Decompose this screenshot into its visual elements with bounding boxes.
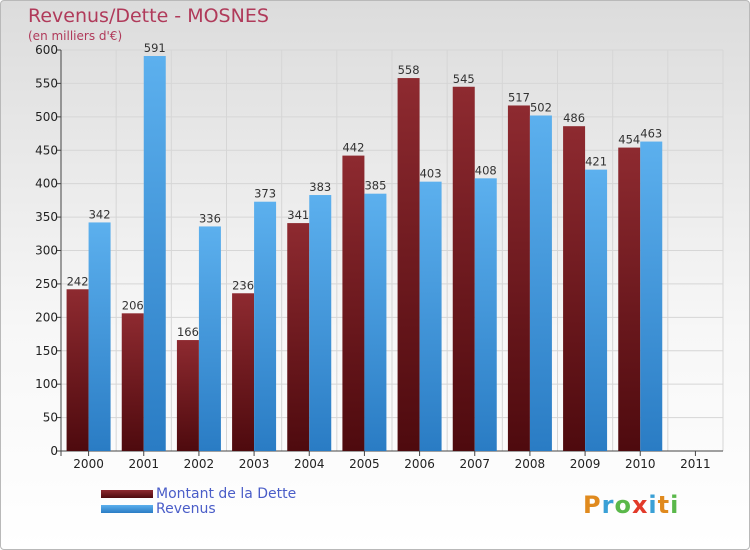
y-tick-label: 500: [35, 110, 58, 124]
x-tick-label: 2000: [73, 457, 104, 471]
y-tick-label: 450: [35, 143, 58, 157]
data-label: 236: [232, 278, 254, 292]
y-tick-label: 600: [35, 43, 58, 57]
y-tick-label: 300: [35, 244, 58, 258]
bar-dette: [618, 147, 641, 451]
legend: Montant de la Dette Revenus: [101, 485, 297, 517]
x-tick-label: 2002: [184, 457, 215, 471]
bar-dette: [397, 78, 420, 451]
x-tick-label: 2006: [404, 457, 435, 471]
data-label: 166: [177, 325, 199, 339]
logo-letter: o: [614, 491, 632, 519]
x-tick-label: 2009: [570, 457, 601, 471]
data-label: 421: [585, 155, 607, 169]
data-label: 463: [640, 127, 662, 141]
data-label: 517: [508, 90, 530, 104]
bar-revenus: [88, 222, 111, 451]
data-label: 502: [530, 100, 552, 114]
legend-item-revenus: Revenus: [101, 500, 296, 517]
x-tick-label: 2001: [128, 457, 159, 471]
y-tick-label: 250: [35, 277, 58, 291]
data-label: 385: [364, 179, 386, 193]
data-label: 403: [420, 167, 442, 181]
y-tick-label: 50: [43, 411, 58, 425]
data-label: 336: [199, 211, 221, 225]
data-label: 373: [254, 187, 276, 201]
labels-layer: 0 50 100 150 200 250 300 350 400 450 500 550 600 2000…: [35, 41, 711, 471]
x-tick-label: 2011: [680, 457, 711, 471]
legend-label-revenus: Revenus: [156, 500, 216, 517]
y-tick-label: 0: [50, 444, 58, 458]
x-tick-label: 2008: [515, 457, 546, 471]
x-tick-label: 2007: [459, 457, 490, 471]
chart-subtitle: (en milliers d'€): [28, 29, 123, 43]
y-tick-label: 550: [35, 76, 58, 90]
data-label: 383: [309, 180, 331, 194]
legend-label-dette: Montant de la Dette: [156, 485, 297, 502]
y-tick-label: 350: [35, 210, 58, 224]
bars-layer: [66, 56, 663, 452]
bar-dette: [342, 155, 365, 451]
data-label: 558: [398, 63, 420, 77]
bar-dette: [232, 293, 255, 451]
data-label: 242: [67, 274, 89, 288]
logo-letter: i: [648, 491, 658, 519]
proxiti-logo: Proxiti: [583, 491, 679, 519]
y-tick-label: 150: [35, 344, 58, 358]
data-label: 454: [618, 133, 640, 147]
x-tick-label: 2005: [349, 457, 380, 471]
data-label: 341: [287, 208, 309, 222]
bar-revenus: [254, 201, 277, 451]
logo-letter: i: [670, 491, 680, 519]
data-label: 591: [144, 41, 166, 55]
bar-revenus: [364, 193, 387, 452]
x-tick-label: 2010: [625, 457, 656, 471]
data-label: 486: [563, 111, 585, 125]
logo-letter: r: [601, 491, 615, 519]
bar-revenus: [143, 56, 166, 451]
y-tick-label: 200: [35, 310, 58, 324]
bar-revenus: [474, 178, 497, 451]
x-tick-label: 2004: [294, 457, 325, 471]
bar-dette: [563, 126, 586, 451]
y-tick-label: 100: [35, 377, 58, 391]
bar-revenus: [640, 141, 663, 452]
bar-dette: [176, 340, 199, 451]
bar-revenus: [309, 195, 332, 451]
legend-item-dette: Montant de la Dette: [101, 485, 297, 502]
bar-dette: [452, 86, 475, 451]
x-tick-label: 2003: [239, 457, 270, 471]
grid-layer: [56, 49, 724, 456]
data-label: 545: [453, 72, 475, 86]
y-tick-label: 400: [35, 177, 58, 191]
data-label: 408: [475, 163, 497, 177]
legend-swatch-revenus: [101, 504, 153, 513]
chart-title: Revenus/Dette - MOSNES: [28, 5, 269, 27]
bar-dette: [287, 223, 310, 451]
data-label: 206: [122, 298, 144, 312]
bar-revenus: [198, 226, 221, 451]
bar-dette: [66, 289, 89, 451]
bar-revenus: [585, 169, 608, 452]
bar-revenus: [529, 115, 552, 451]
logo-letter: x: [631, 491, 649, 519]
logo-letter: P: [583, 491, 602, 519]
bar-dette: [121, 313, 144, 451]
legend-swatch-dette: [101, 489, 153, 498]
data-label: 342: [89, 207, 111, 221]
data-label: 442: [342, 141, 364, 155]
bar-revenus: [419, 181, 442, 451]
bar-dette: [507, 105, 530, 451]
logo-letter: t: [657, 491, 671, 519]
